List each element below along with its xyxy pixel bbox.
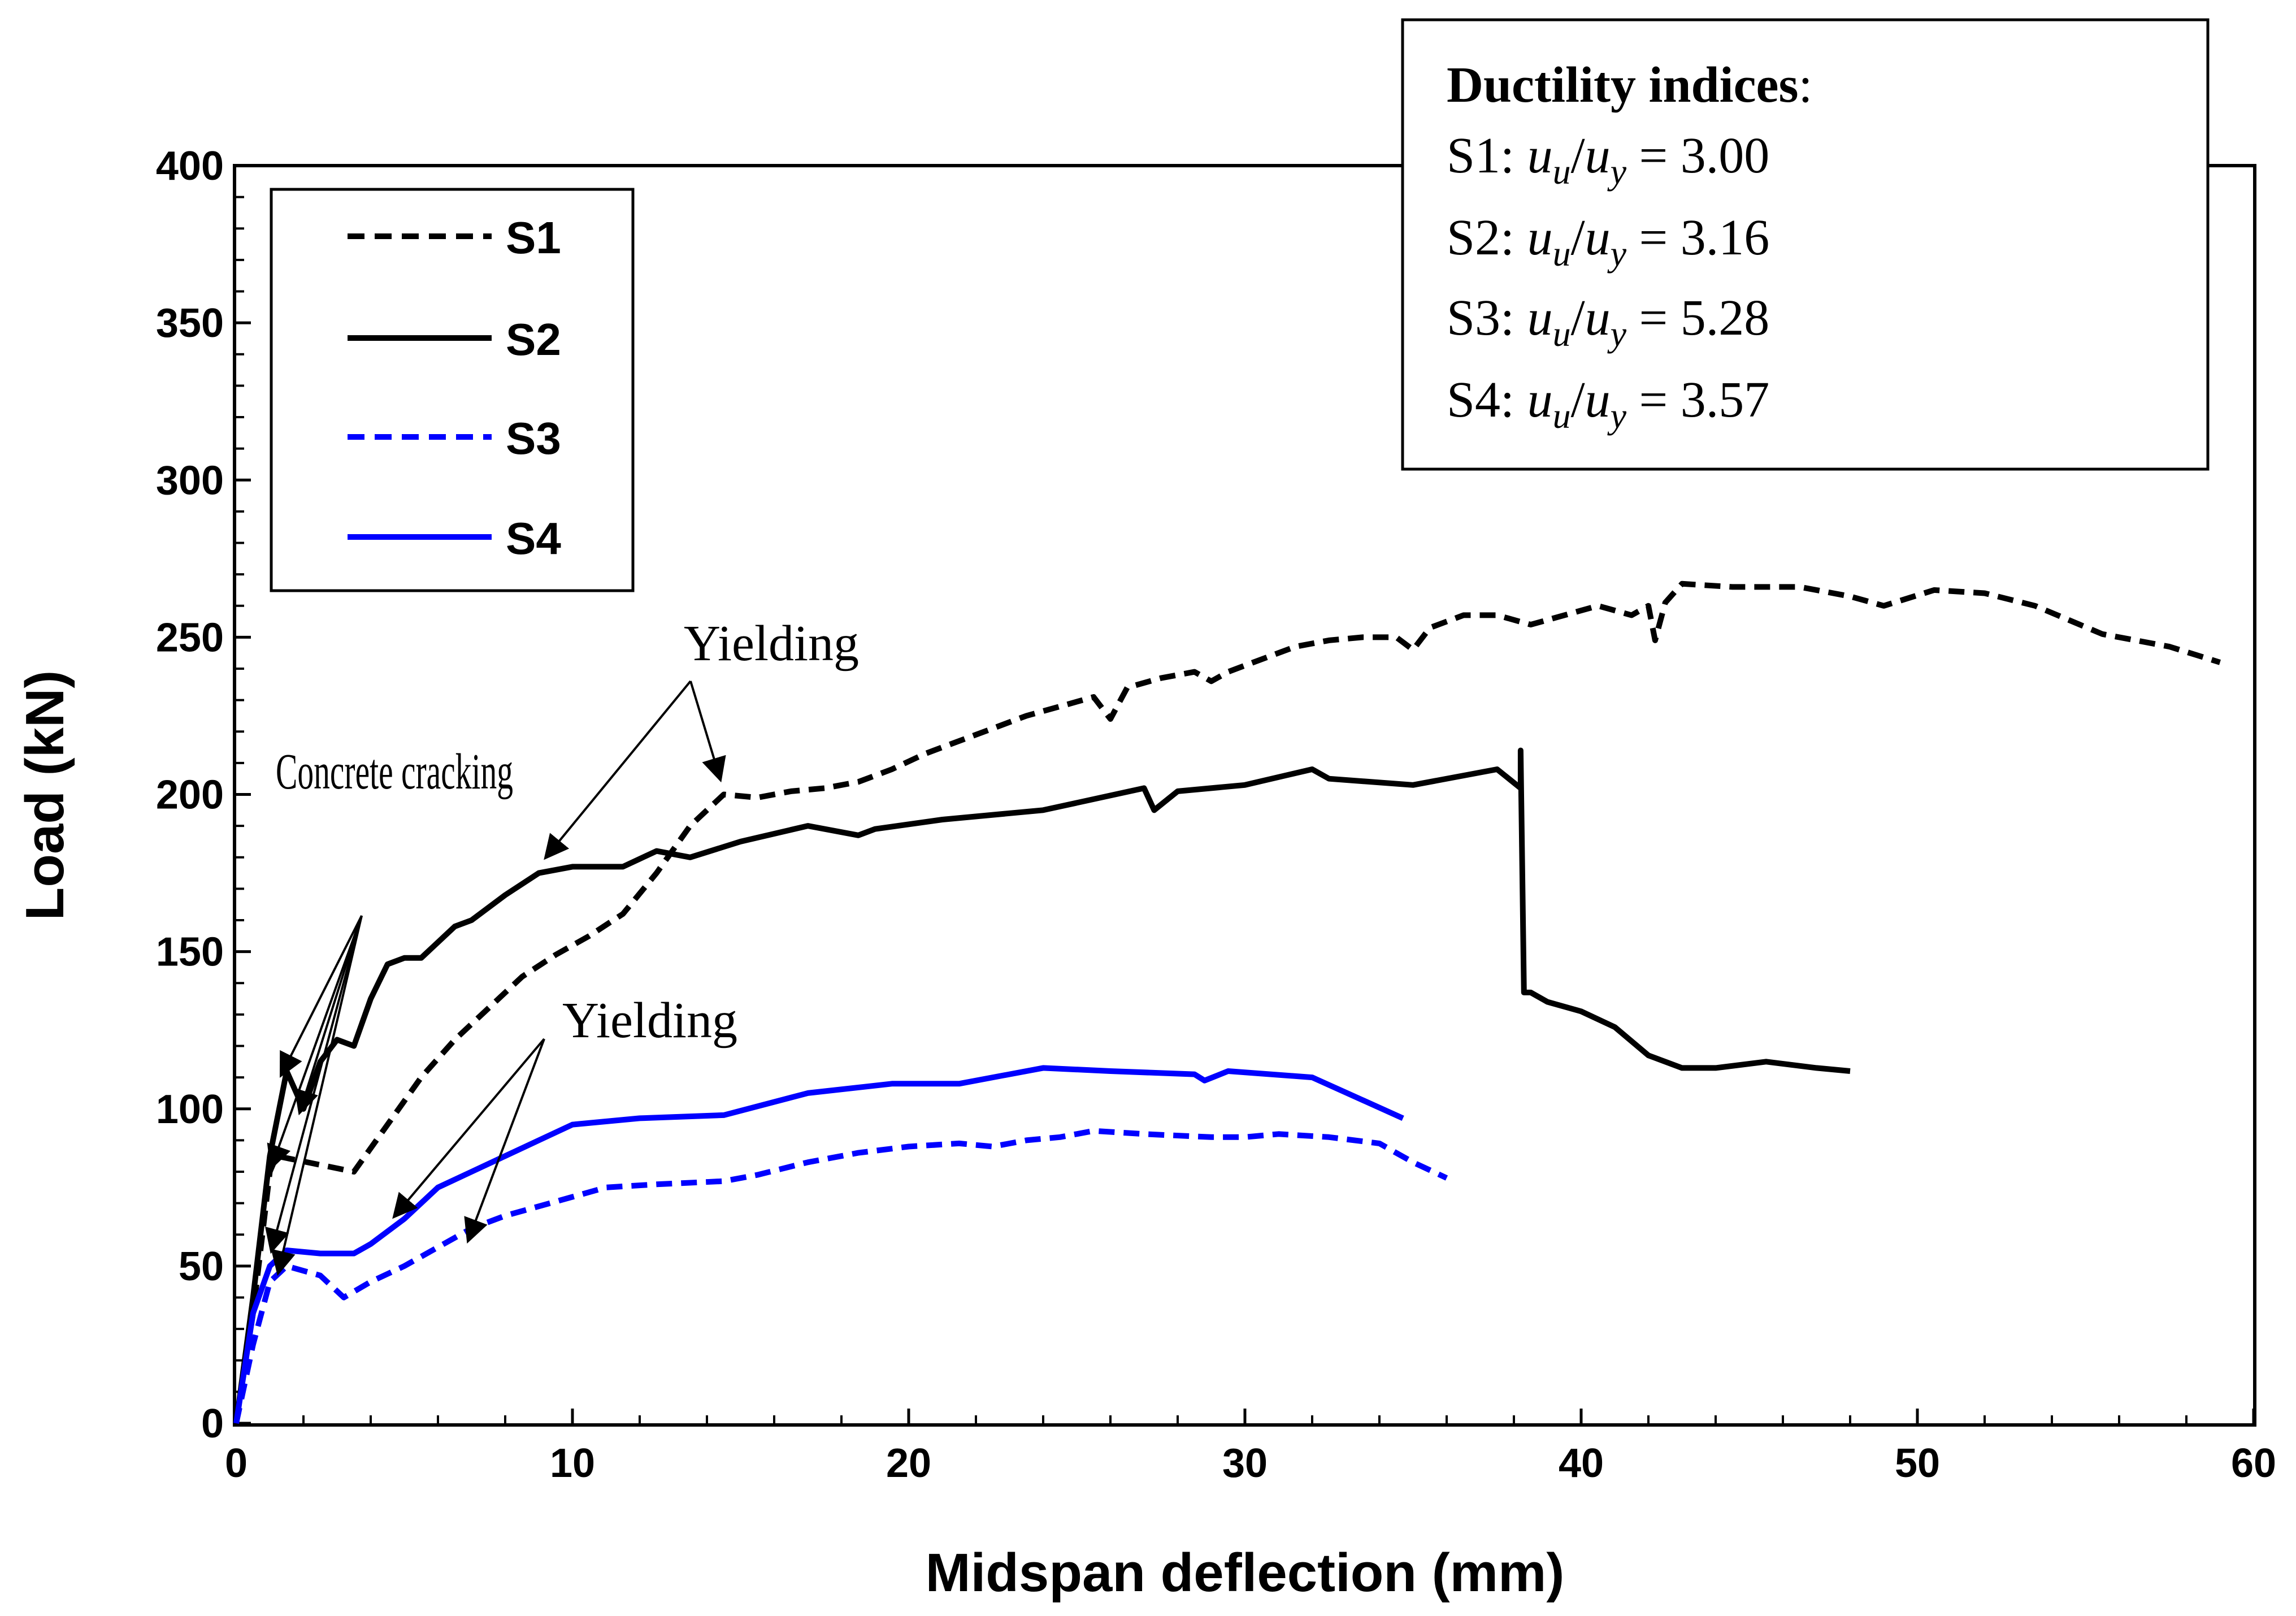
series-layer xyxy=(233,580,2221,1424)
ratio-numerator-subscript: u xyxy=(1553,233,1571,274)
legend-label-s2: S2 xyxy=(506,314,561,365)
ductility-row-2: S2: uu/uy = 3.16 xyxy=(1447,210,1769,274)
annotation-yielding-lower: Yielding xyxy=(562,993,737,1049)
ratio-slash: / xyxy=(1571,290,1585,346)
cracking-arrow-3 xyxy=(267,915,363,1171)
y-tick-label: 300 xyxy=(156,458,224,503)
info-box-title: Ductility indices: xyxy=(1447,57,1813,113)
legend-label-s3: S3 xyxy=(506,413,561,463)
cracking-arrow-1 xyxy=(280,915,363,1078)
yielding-lower-arrow-2 xyxy=(464,1038,545,1244)
series-line-s2 xyxy=(233,747,1851,1424)
ductility-row-1: S1: uu/uy = 3.00 xyxy=(1447,128,1769,192)
ratio-denominator-subscript: y xyxy=(1607,396,1627,436)
annotation-concrete-cracking: Concrete cracking xyxy=(276,744,513,800)
y-axis: 0 50 100 150 200 250 300 350 400 xyxy=(156,144,251,1446)
info-box-title-bold: Ductility indices xyxy=(1447,57,1799,113)
x-tick-label: 20 xyxy=(886,1441,931,1486)
cracking-arrow-2 xyxy=(294,915,363,1116)
ductility-row-value: = 3.16 xyxy=(1626,210,1769,266)
y-tick-label: 150 xyxy=(156,930,224,975)
y-tick-label: 250 xyxy=(156,615,224,660)
legend-label-s4: S4 xyxy=(506,513,561,564)
ductility-row-label: S4: xyxy=(1447,372,1527,428)
annotation-yielding-upper: Yielding xyxy=(684,616,859,671)
ratio-denominator: u xyxy=(1585,290,1611,346)
ratio-denominator-subscript: y xyxy=(1607,151,1627,192)
ductility-row-label: S1: xyxy=(1447,128,1527,184)
ratio-numerator-subscript: u xyxy=(1553,314,1571,354)
ratio-numerator: u xyxy=(1527,210,1553,266)
ductility-row-value: = 3.00 xyxy=(1626,128,1769,184)
series-line-s1 xyxy=(233,580,2221,1424)
y-tick-label: 200 xyxy=(156,773,224,818)
cracking-arrow-4 xyxy=(265,915,363,1254)
y-tick-label: 400 xyxy=(156,144,224,189)
ratio-numerator: u xyxy=(1527,372,1553,428)
ratio-denominator: u xyxy=(1585,128,1611,184)
y-tick-label: 350 xyxy=(156,301,224,346)
info-box-frame xyxy=(1401,18,2210,471)
ratio-denominator-subscript: y xyxy=(1607,314,1627,354)
ratio-numerator: u xyxy=(1527,290,1553,346)
legend-label-s1: S1 xyxy=(506,213,561,263)
x-tick-label: 10 xyxy=(550,1441,595,1486)
legend-box xyxy=(270,188,635,592)
legend: S1 S2 S3 S4 xyxy=(270,188,635,592)
ductility-row-value: = 3.57 xyxy=(1626,372,1769,428)
x-tick-label: 40 xyxy=(1559,1441,1604,1486)
x-tick-label: 0 xyxy=(225,1441,248,1486)
yielding-upper-arrow-2 xyxy=(689,681,726,783)
x-axis: 0 10 20 30 40 50 60 xyxy=(225,1409,2276,1486)
ratio-numerator: u xyxy=(1527,128,1553,184)
x-tick-label: 30 xyxy=(1222,1441,1268,1486)
info-box-title-colon: : xyxy=(1799,57,1813,113)
ratio-denominator-subscript: y xyxy=(1607,233,1627,274)
y-tick-label: 100 xyxy=(156,1087,224,1132)
series-line-s3 xyxy=(233,1128,1448,1424)
ductility-row-label: S2: xyxy=(1447,210,1527,266)
ratio-slash: / xyxy=(1571,128,1585,184)
ratio-numerator-subscript: u xyxy=(1553,151,1571,192)
y-tick-label: 0 xyxy=(201,1401,224,1446)
ratio-denominator: u xyxy=(1585,210,1611,266)
y-axis-title: Load (kN) xyxy=(15,670,75,921)
ratio-denominator: u xyxy=(1585,372,1611,428)
cracking-arrow-5 xyxy=(271,915,363,1276)
plot-frame xyxy=(233,164,2256,1427)
yielding-lower-arrow-1 xyxy=(392,1038,545,1219)
ratio-slash: / xyxy=(1571,210,1585,266)
yielding-upper-arrow-1 xyxy=(544,680,692,860)
ratio-slash: / xyxy=(1571,372,1585,428)
ductility-row-label: S3: xyxy=(1447,290,1527,346)
x-axis-title: Midspan deflection (mm) xyxy=(926,1543,1565,1603)
ductility-row-value: = 5.28 xyxy=(1626,290,1769,346)
ductility-row-3: S3: uu/uy = 5.28 xyxy=(1447,290,1769,354)
ductility-row-4: S4: uu/uy = 3.57 xyxy=(1447,372,1769,436)
series-line-s4 xyxy=(233,1065,1404,1424)
ratio-numerator-subscript: u xyxy=(1553,396,1571,436)
x-tick-label: 50 xyxy=(1895,1441,1940,1486)
annotation-arrows xyxy=(265,680,726,1276)
x-tick-label: 60 xyxy=(2231,1441,2276,1486)
y-tick-label: 50 xyxy=(179,1244,224,1289)
